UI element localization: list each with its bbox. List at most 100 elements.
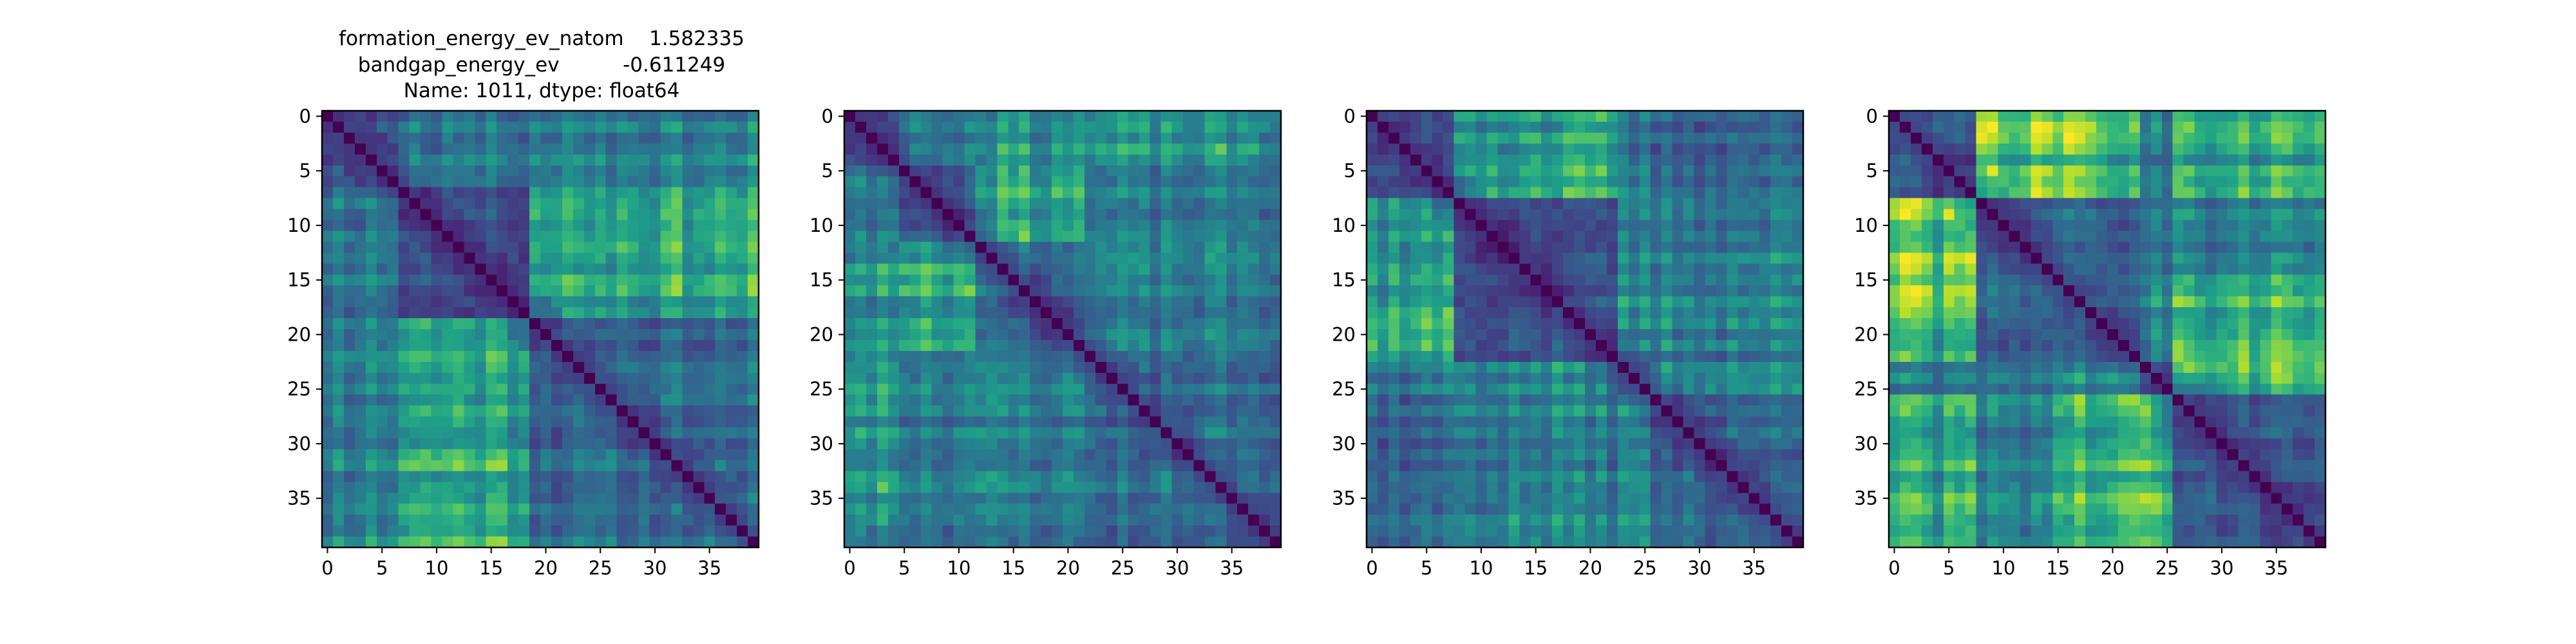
heatmap-cell	[1399, 471, 1411, 482]
heatmap-cell	[704, 515, 715, 526]
heatmap-cell	[486, 187, 497, 199]
heatmap-cell	[1160, 252, 1173, 264]
heatmap-cell	[1106, 220, 1118, 232]
heatmap-cell	[376, 329, 388, 341]
heatmap-cell	[529, 121, 541, 133]
heatmap-cell	[748, 285, 759, 297]
heatmap-cell	[1377, 209, 1389, 221]
heatmap-cell	[1008, 187, 1019, 199]
heatmap-cell	[1073, 416, 1085, 428]
heatmap-cell	[1738, 263, 1749, 275]
heatmap-cell	[562, 493, 574, 504]
heatmap-cell	[1727, 493, 1738, 504]
heatmap-cell	[627, 405, 639, 417]
heatmap-cell	[876, 121, 889, 133]
heatmap-cell	[464, 231, 475, 242]
heatmap-cell	[1661, 449, 1673, 460]
heatmap-cell	[748, 383, 759, 395]
heatmap-cell	[1073, 460, 1085, 471]
heatmap-cell	[1508, 372, 1520, 384]
heatmap-cell	[1237, 132, 1249, 144]
heatmap-cell	[997, 263, 1009, 275]
y-tick-label: 5	[299, 160, 311, 182]
heatmap-cell	[387, 209, 399, 221]
heatmap-cell	[1585, 209, 1596, 221]
heatmap-cell	[1606, 307, 1618, 319]
y-tick-label: 25	[1332, 378, 1356, 400]
heatmap-cell	[1519, 438, 1531, 450]
heatmap-cell	[866, 350, 878, 363]
heatmap-cell	[1248, 427, 1260, 439]
heatmap-cell	[1106, 329, 1118, 341]
heatmap-cell	[594, 493, 607, 504]
heatmap-cell	[1215, 482, 1227, 493]
heatmap-cell	[354, 285, 366, 297]
heatmap-cell	[876, 285, 889, 297]
heatmap-cell	[1738, 449, 1749, 460]
heatmap-cell	[1443, 318, 1455, 330]
heatmap-cell	[671, 165, 683, 177]
heatmap-cell	[1084, 482, 1096, 493]
heatmap-cell	[1182, 285, 1194, 297]
heatmap-cell	[920, 427, 933, 439]
heatmap-cell	[1182, 504, 1194, 515]
heatmap-cell	[682, 427, 694, 439]
heatmap-cell	[931, 449, 943, 460]
y-tick-label: 30	[1332, 433, 1356, 455]
heatmap-cell	[1508, 460, 1520, 471]
heatmap-cell	[715, 242, 726, 253]
heatmap-cell	[540, 471, 552, 482]
heatmap-cell	[876, 307, 889, 319]
heatmap-cell	[387, 274, 399, 286]
heatmap-cell	[964, 405, 976, 417]
heatmap-cell	[627, 121, 639, 133]
heatmap-cell	[660, 111, 672, 122]
heatmap-cell	[1694, 460, 1706, 471]
heatmap-cell	[1182, 187, 1194, 199]
heatmap-cell	[453, 329, 464, 341]
heatmap-cell	[649, 132, 661, 144]
heatmap-cell	[671, 274, 683, 286]
heatmap-cell	[997, 394, 1009, 406]
heatmap-cell	[887, 329, 900, 341]
heatmap-cell	[1248, 438, 1260, 450]
heatmap-cell	[726, 482, 737, 493]
heatmap-cell	[1639, 252, 1651, 264]
heatmap-cell	[1672, 318, 1684, 330]
heatmap-cell	[748, 274, 759, 286]
heatmap-cell	[1095, 296, 1107, 308]
heatmap-cell	[660, 405, 672, 417]
heatmap-cell	[1661, 263, 1673, 275]
heatmap-cell	[1139, 318, 1151, 330]
heatmap-cell	[887, 416, 900, 428]
heatmap-cell	[1008, 132, 1019, 144]
heatmap-cell	[898, 526, 911, 537]
heatmap-cell	[682, 274, 694, 286]
heatmap-cell	[1095, 329, 1107, 341]
heatmap-cell	[1639, 350, 1651, 363]
heatmap-cell	[573, 416, 585, 428]
title-line-1: formation_energy_ev_natom 1.582335	[339, 27, 744, 50]
heatmap-cell	[1182, 132, 1194, 144]
heatmap-cell	[1497, 416, 1509, 428]
heatmap-cell	[1759, 154, 1771, 166]
heatmap-cell	[1475, 350, 1488, 363]
heatmap-cell	[1464, 438, 1477, 450]
heatmap-cell	[682, 361, 694, 374]
heatmap-cell	[431, 482, 443, 493]
heatmap-cell	[638, 318, 650, 330]
heatmap-cell	[1694, 143, 1706, 155]
heatmap-cell	[1073, 482, 1085, 493]
heatmap-cell	[1595, 504, 1607, 515]
heatmap-cell	[920, 296, 933, 308]
heatmap-cell	[442, 231, 453, 242]
heatmap-cell	[1160, 482, 1173, 493]
heatmap-cell	[1367, 242, 1378, 253]
heatmap-cell	[409, 416, 421, 428]
heatmap-cell	[1182, 220, 1194, 232]
heatmap-cell	[1215, 220, 1227, 232]
heatmap-cell	[343, 471, 355, 482]
heatmap-cell	[1910, 121, 1922, 133]
heatmap-cell	[671, 427, 683, 439]
heatmap-cell	[986, 252, 998, 264]
